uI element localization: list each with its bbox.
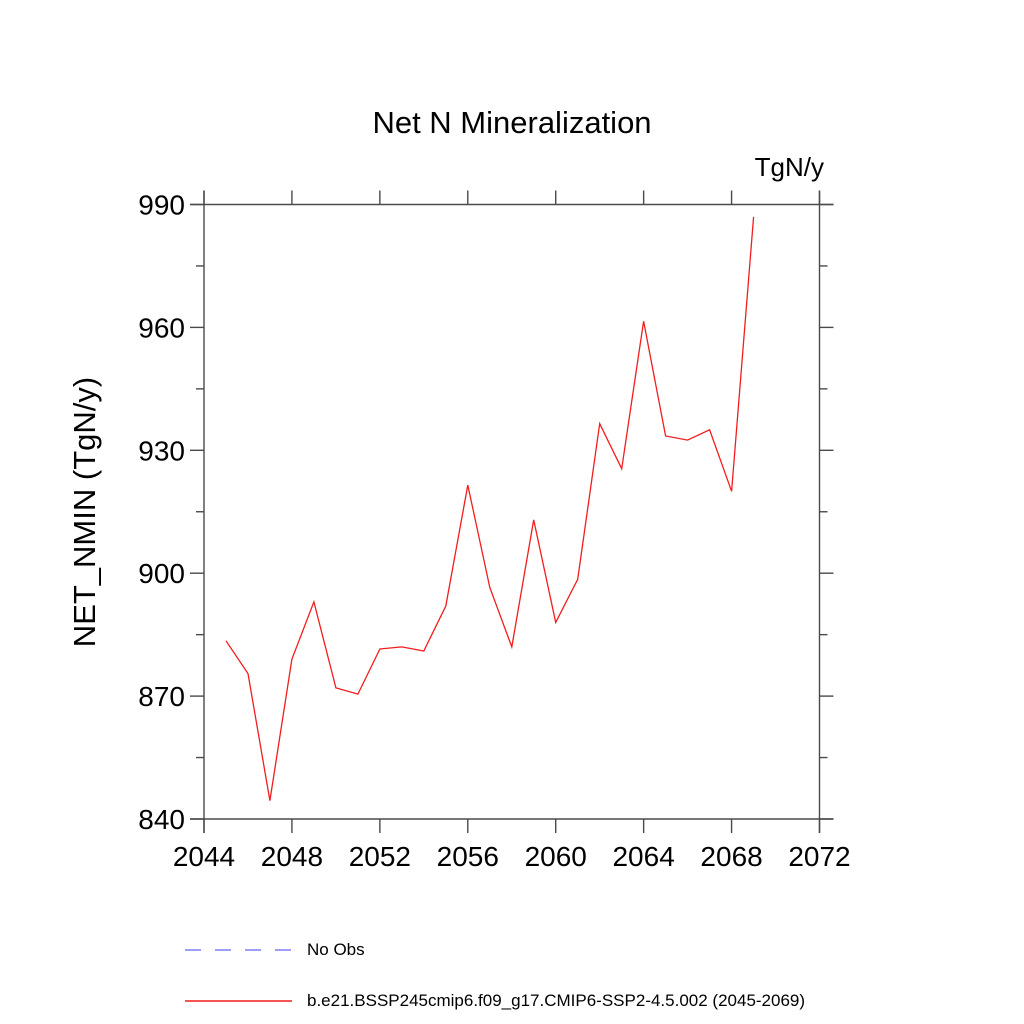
x-tick-label: 2044 — [173, 841, 235, 872]
legend-label-no-obs: No Obs — [307, 940, 365, 959]
y-tick-label: 930 — [138, 435, 185, 466]
chart-title: Net N Mineralization — [372, 105, 652, 140]
y-axis-ticks: 840 870 900 930 960 990 — [138, 190, 834, 835]
data-series — [225, 216, 755, 801]
x-tick-label: 2056 — [437, 841, 499, 872]
y-tick-label: 960 — [138, 312, 185, 343]
legend-dashed-line-swatch — [185, 949, 292, 951]
data-line — [225, 216, 755, 801]
y-tick-label: 840 — [138, 804, 185, 835]
x-tick-label: 2064 — [612, 841, 674, 872]
x-tick-label: 2052 — [349, 841, 411, 872]
legend-label-model-series: b.e21.BSSP245cmip6.f09_g17.CMIP6-SSP2-4.… — [307, 991, 806, 1010]
legend-item-model-series: b.e21.BSSP245cmip6.f09_g17.CMIP6-SSP2-4.… — [185, 992, 805, 1010]
legend-item-no-obs: No Obs — [185, 941, 365, 959]
x-axis-ticks: 2044 2048 2052 2056 2060 2064 2068 2072 — [173, 190, 851, 872]
x-tick-label: 2060 — [525, 841, 587, 872]
x-tick-label: 2048 — [261, 841, 323, 872]
y-tick-label: 870 — [138, 681, 185, 712]
x-tick-label: 2068 — [700, 841, 762, 872]
axes — [190, 190, 834, 833]
x-tick-label: 2072 — [788, 841, 850, 872]
y-tick-label: 900 — [138, 558, 185, 589]
legend-solid-line-swatch — [185, 1000, 292, 1002]
units-label: TgN/y — [754, 152, 824, 182]
y-tick-label: 990 — [138, 190, 185, 221]
